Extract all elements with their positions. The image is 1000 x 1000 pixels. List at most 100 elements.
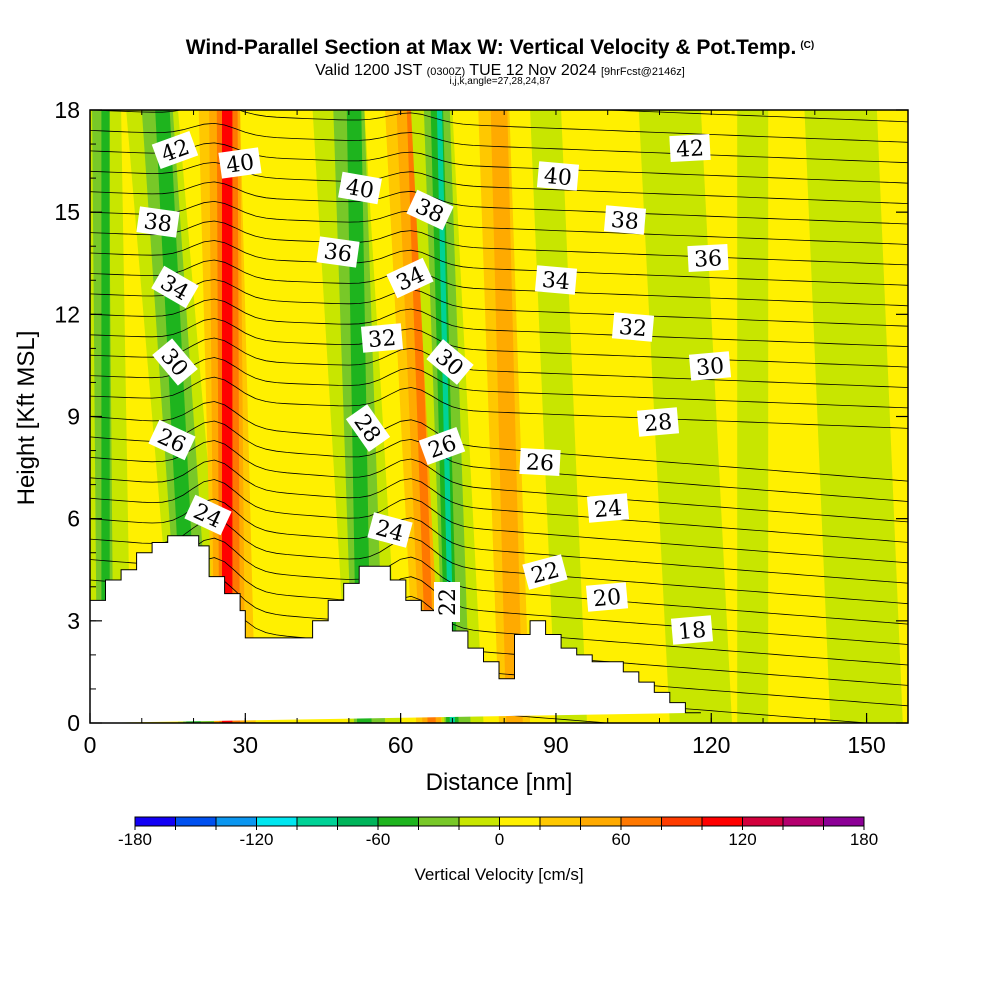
contour-label-box xyxy=(218,147,262,179)
colorbar-swatch xyxy=(783,817,824,826)
contour-label-text: 26 xyxy=(525,450,554,476)
theta-contour-line xyxy=(90,318,908,368)
theta-contour-line xyxy=(90,220,908,266)
contour-label-box xyxy=(316,236,360,268)
colorbar-swatch xyxy=(621,817,662,826)
contour-label-box xyxy=(636,407,680,437)
contour-label-box xyxy=(367,512,413,548)
contour-label-text: 28 xyxy=(643,410,673,437)
contour-label-box xyxy=(360,323,404,353)
contour-label-text: 38 xyxy=(142,209,173,238)
contour-label: 42 xyxy=(669,133,711,163)
theta-contour-line xyxy=(90,279,908,327)
contour-label-text: 32 xyxy=(618,315,648,342)
x-tick-label: 60 xyxy=(388,732,414,758)
contour-label: 32 xyxy=(611,312,655,342)
colorbar-swatch xyxy=(742,817,784,826)
theta-contour-line xyxy=(90,298,908,347)
contour-label: 40 xyxy=(218,147,262,179)
contour-label-box xyxy=(406,189,454,231)
contour-label-box xyxy=(687,243,729,273)
terrain-mask xyxy=(90,535,701,723)
contour-label: 36 xyxy=(316,236,360,268)
contour-label-text: 36 xyxy=(322,239,353,268)
contour-label-box xyxy=(586,493,630,523)
contour-label-text: 40 xyxy=(543,164,573,191)
contour-label: 36 xyxy=(687,243,729,273)
contour-label: 38 xyxy=(603,205,647,235)
contour-label: 18 xyxy=(670,615,714,645)
contour-label: 26 xyxy=(148,419,196,461)
contour-label-text: 36 xyxy=(693,246,722,272)
x-axis-title: Distance [nm] xyxy=(426,769,573,796)
theta-contour-line xyxy=(90,498,908,584)
theta-contour-line xyxy=(90,142,908,184)
y-axis-title: Height [Kft MSL] xyxy=(13,331,40,506)
contour-label-box xyxy=(434,582,460,622)
contour-label-box xyxy=(151,265,199,309)
chart-title-text: Wind-Parallel Section at Max W: Vertical… xyxy=(185,36,797,59)
contour-label-text: 18 xyxy=(677,618,707,645)
contour-label-box xyxy=(534,265,578,295)
subtitle-valid: Valid 1200 JST xyxy=(315,62,423,79)
contour-label-box xyxy=(338,171,382,205)
colorbar-swatch xyxy=(256,817,298,826)
x-tick-label: 0 xyxy=(84,732,97,758)
contour-label-text: 40 xyxy=(225,150,256,179)
theta-contour-line xyxy=(90,537,908,625)
velocity-band xyxy=(737,110,769,723)
x-tick-label: 90 xyxy=(543,732,569,758)
contour-label-box xyxy=(536,161,580,191)
contour-label: 20 xyxy=(585,582,629,612)
velocity-band xyxy=(436,110,455,723)
contour-label-text: 24 xyxy=(593,496,623,523)
contour-label-text: 42 xyxy=(675,136,704,162)
colorbar-swatch xyxy=(216,817,257,826)
contour-label-box xyxy=(669,133,711,163)
colorbar-swatch xyxy=(175,817,217,826)
y-tick-label: 6 xyxy=(67,506,80,532)
contour-label-text: 30 xyxy=(695,354,725,381)
theta-contour-line xyxy=(90,376,908,429)
theta-contour-line xyxy=(90,337,908,388)
chart-title-mark: (C) xyxy=(800,40,815,51)
chart-title: Wind-Parallel Section at Max W: Vertical… xyxy=(0,36,1000,60)
theta-contour-line xyxy=(90,459,908,543)
contour-label: 30 xyxy=(688,351,732,381)
contour-label-text: 20 xyxy=(592,585,622,612)
colorbar-swatch xyxy=(540,817,581,826)
colorbar-tick-label: -120 xyxy=(239,830,273,849)
contour-label-box xyxy=(611,312,655,342)
theta-contour-line xyxy=(90,259,908,307)
contour-label: 32 xyxy=(360,323,404,353)
y-tick-label: 18 xyxy=(54,97,80,123)
contour-label: 22 xyxy=(434,582,461,622)
contour-label-box xyxy=(519,447,561,477)
colorbar-swatch xyxy=(499,817,541,826)
contour-label-text: 32 xyxy=(367,326,397,353)
colorbar-swatch xyxy=(378,817,419,826)
contour-label-box xyxy=(345,404,391,452)
colorbar-tick-label: -180 xyxy=(118,830,152,849)
theta-contour-line xyxy=(90,200,908,245)
y-tick-label: 3 xyxy=(67,608,80,634)
theta-contour-line xyxy=(90,240,908,286)
colorbar-tick-label: 0 xyxy=(495,830,504,849)
velocity-band xyxy=(490,110,523,723)
subtitle-fcst: [9hrFcst@2146z] xyxy=(600,66,685,78)
theta-contour-line xyxy=(90,557,908,645)
colorbar: -180 -120 -60 0 60 120 180 xyxy=(118,816,878,849)
colorbar-tick-label: 120 xyxy=(728,830,756,849)
y-tick-label: 9 xyxy=(67,404,80,430)
colorbar-swatch xyxy=(297,817,338,826)
colorbar-tick-label: 60 xyxy=(612,830,631,849)
colorbar-swatch xyxy=(823,817,865,826)
contour-label-text: 40 xyxy=(344,175,376,204)
contour-label-box xyxy=(184,494,232,536)
colorbar-swatch xyxy=(661,817,703,826)
contour-label-box xyxy=(670,615,714,645)
